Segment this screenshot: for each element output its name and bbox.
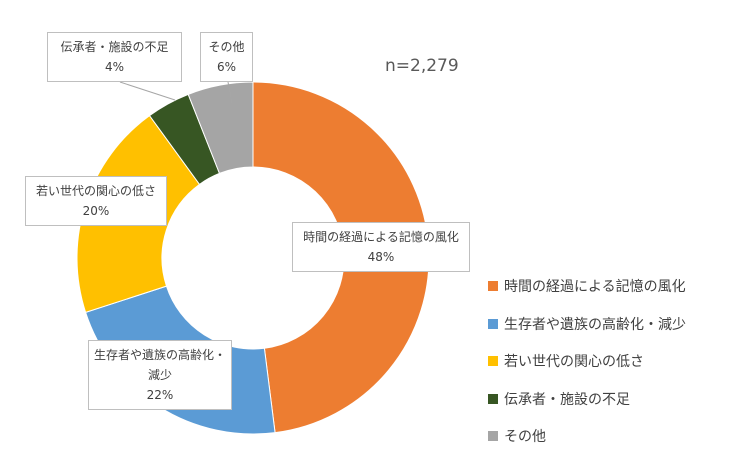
data-label-value: 22% <box>146 388 174 402</box>
data-label-name: 時間の経過による記憶の風化 <box>303 230 459 244</box>
data-label-value: 4% <box>104 60 125 74</box>
legend-label: 生存者や遺族の高齢化・減少 <box>504 316 686 333</box>
legend-item: 若い世代の関心の低さ <box>488 351 644 371</box>
data-label-name: 生存者や遺族の高齢化・減少 <box>93 348 226 382</box>
legend-swatch <box>488 393 498 404</box>
data-label: 伝承者・施設の不足 4% <box>47 32 182 82</box>
legend-swatch <box>488 431 498 441</box>
data-label: 若い世代の関心の低さ 20% <box>25 176 167 226</box>
legend-item: 時間の経過による記憶の風化 <box>488 276 686 296</box>
data-label-name: 若い世代の関心の低さ <box>35 184 156 198</box>
leader-line <box>119 81 176 101</box>
leader-line <box>227 81 233 104</box>
legend-label: 若い世代の関心の低さ <box>504 354 644 370</box>
legend-item: 伝承者・施設の不足 <box>488 389 630 409</box>
data-label-value: 20% <box>82 204 110 218</box>
data-label: その他 6% <box>200 32 253 82</box>
legend-item: 生存者や遺族の高齢化・減少 <box>488 314 686 334</box>
legend-item: その他 <box>488 426 546 446</box>
data-label-name: 伝承者・施設の不足 <box>60 40 169 54</box>
data-label-name: その他 <box>208 40 245 54</box>
legend-label: その他 <box>504 429 546 445</box>
legend-swatch <box>488 281 498 291</box>
legend-swatch <box>488 356 498 366</box>
legend-label: 時間の経過による記憶の風化 <box>504 279 686 295</box>
legend-label: 伝承者・施設の不足 <box>504 391 630 408</box>
data-label: 時間の経過による記憶の風化 48% <box>292 222 470 272</box>
annotation: n=2,279 <box>385 56 459 76</box>
data-label: 生存者や遺族の高齢化・減少 22% <box>88 340 232 410</box>
legend-swatch <box>488 318 498 329</box>
data-label-value: 6% <box>216 60 237 74</box>
slice <box>187 81 254 175</box>
data-label-value: 48% <box>367 250 395 264</box>
slice <box>252 81 430 434</box>
